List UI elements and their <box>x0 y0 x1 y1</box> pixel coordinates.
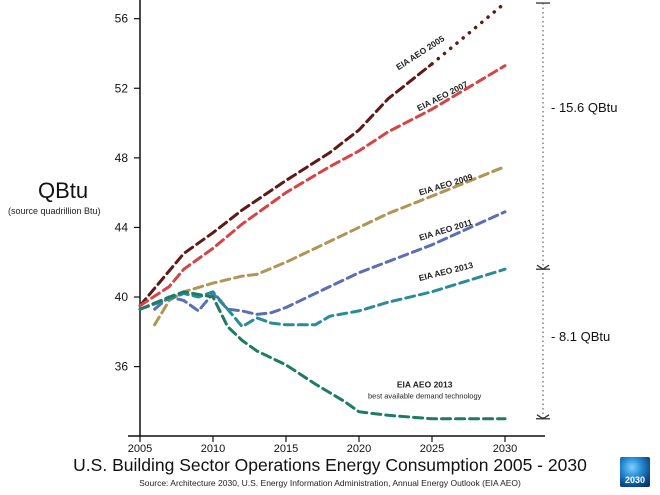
x-tick-label: 2025 <box>420 443 444 455</box>
series-sublabel-aeo-2013-demand: best available demand technology <box>368 391 482 400</box>
series-label-eia-aeo-2013: EIA AEO 2013 <box>418 260 475 283</box>
y-tick-label: 36 <box>115 360 129 374</box>
series-label-eia-aeo-2007: EIA AEO 2007 <box>415 79 469 113</box>
series-line-eia-aeo-2007 <box>138 64 507 308</box>
series-line-eia-aeo-2011 <box>153 210 507 316</box>
series-dotted-eia-aeo-2005 <box>430 1 507 66</box>
gap-top-label: - 15.6 QBtu <box>551 100 617 115</box>
gap-annotation: - 15.6 QBtu - 8.1 QBtu <box>536 2 617 420</box>
x-tick-label: 2030 <box>493 443 517 455</box>
y-tick-label: 48 <box>115 151 129 165</box>
series-label-aeo-2013-demand: EIA AEO 2013 <box>397 379 453 389</box>
y-axis-sublabel: (source quadrillion Btu) <box>8 206 101 216</box>
x-tick-label: 2020 <box>347 443 371 455</box>
series-labels: EIA AEO 2005 EIA AEO 2007 EIA AEO 2009 EIA … <box>368 33 482 400</box>
series-layer <box>138 1 507 421</box>
y-tick-label: 52 <box>115 81 129 95</box>
x-tick-label: 2005 <box>128 443 152 455</box>
series-line-eia-aeo-2013-best-available-demand-technology <box>138 290 507 421</box>
axes: 36 40 44 48 52 56 2005 2010 2015 2020 2025 2030 <box>115 0 545 455</box>
y-tick-label: 40 <box>115 290 129 304</box>
logo-text: 2030 <box>624 475 646 485</box>
architecture-2030-logo: 2030 <box>620 457 650 487</box>
series-line-eia-aeo-2005 <box>138 62 434 308</box>
x-tick-label: 2015 <box>274 443 298 455</box>
y-tick-label: 56 <box>115 12 129 26</box>
y-tick-label: 44 <box>115 220 129 234</box>
series-label-eia-aeo-2005: EIA AEO 2005 <box>394 33 446 72</box>
series-label-eia-aeo-2009: EIA AEO 2009 <box>418 172 474 198</box>
x-tick-label: 2010 <box>201 443 225 455</box>
chart-title: U.S. Building Sector Operations Energy C… <box>73 455 587 475</box>
y-axis-label: QBtu <box>38 178 89 203</box>
chart-source: Source: Architecture 2030, U.S. Energy I… <box>139 478 521 488</box>
series-line-eia-aeo-2013 <box>138 267 507 329</box>
gap-bottom-label: - 8.1 QBtu <box>551 329 610 344</box>
